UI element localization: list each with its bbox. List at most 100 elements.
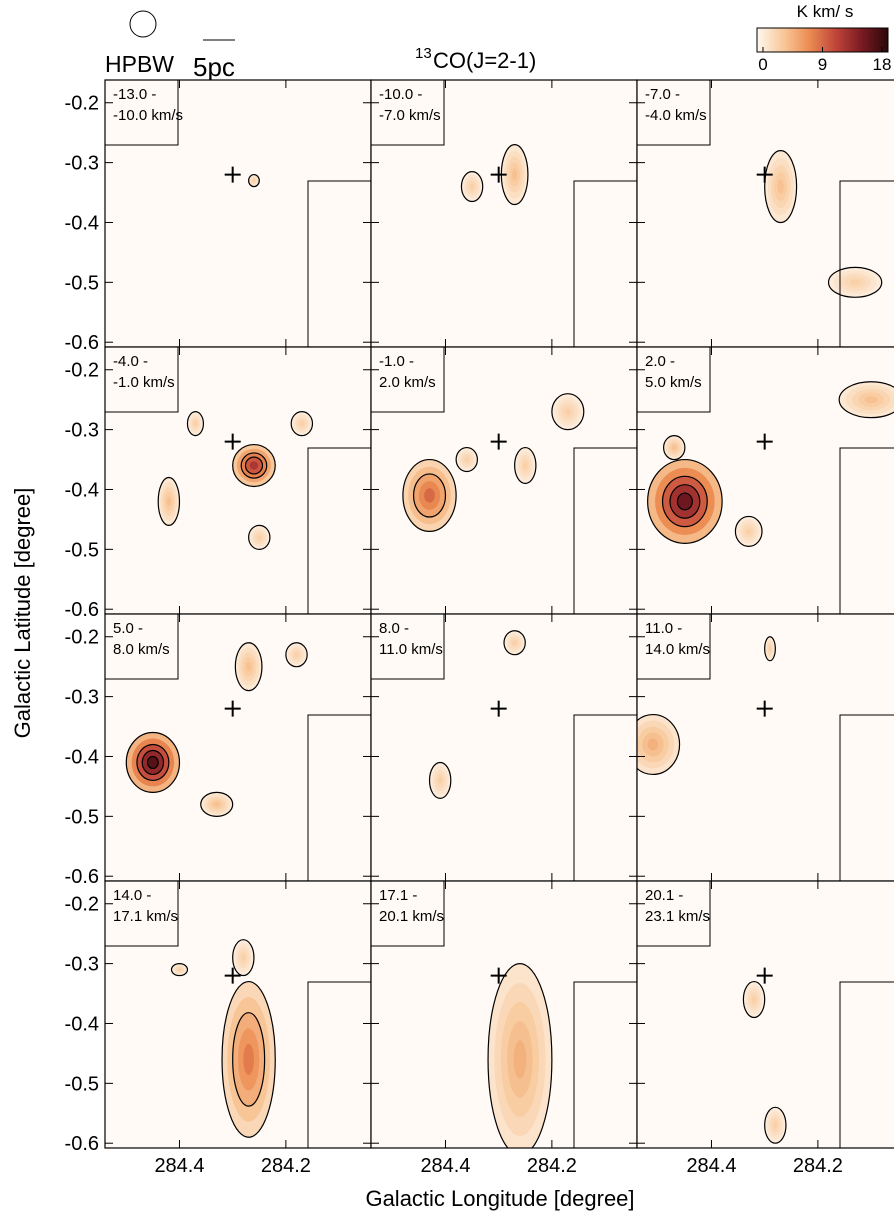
panel: 11.0 - 14.0 km/s bbox=[626, 614, 894, 881]
velocity-label: -10.0 - bbox=[379, 86, 422, 103]
panel: 8.0 - 11.0 km/s bbox=[371, 614, 637, 881]
beam-circle bbox=[130, 11, 156, 37]
y-tick-label: -0.6 bbox=[65, 332, 99, 354]
velocity-label: 20.1 - bbox=[645, 887, 683, 904]
velocity-label: 20.1 km/s bbox=[379, 908, 444, 925]
y-tick-label: -0.3 bbox=[65, 153, 99, 175]
y-tick-label: -0.4 bbox=[65, 746, 99, 768]
colorbar-tick-label: 9 bbox=[818, 55, 827, 74]
velocity-label: -10.0 km/s bbox=[113, 107, 183, 124]
emission-clump bbox=[257, 535, 261, 540]
emission-clump bbox=[214, 802, 220, 807]
x-tick-label: 284.4 bbox=[686, 1155, 736, 1177]
emission-clump bbox=[424, 488, 435, 502]
velocity-label: -13.0 - bbox=[113, 86, 156, 103]
x-tick-label: 284.4 bbox=[154, 1155, 204, 1177]
y-tick-label: -0.3 bbox=[65, 687, 99, 709]
velocity-label: 5.0 - bbox=[113, 620, 143, 637]
velocity-label: 14.0 - bbox=[113, 887, 151, 904]
x-tick-label: 284.2 bbox=[261, 1155, 311, 1177]
emission-clump bbox=[752, 996, 756, 1003]
velocity-label: 11.0 - bbox=[645, 620, 682, 637]
y-tick-label: -0.6 bbox=[65, 599, 99, 621]
y-tick-label: -0.3 bbox=[65, 954, 99, 976]
emission-clump bbox=[773, 1122, 777, 1129]
colorbar-tick-label: 0 bbox=[758, 55, 767, 74]
emission-clump bbox=[438, 777, 442, 784]
y-tick-label: -0.4 bbox=[65, 479, 99, 501]
panel: -0.2 -0.3 -0.4 -0.5 -0.6 5.0 - 8.0 km/s bbox=[65, 614, 371, 888]
emission-clump bbox=[865, 396, 878, 403]
velocity-label: -4.0 km/s bbox=[645, 107, 707, 124]
velocity-label: 5.0 km/s bbox=[645, 374, 702, 391]
panel: -7.0 - -4.0 km/s bbox=[637, 80, 894, 347]
y-tick-label: -0.4 bbox=[65, 1013, 99, 1035]
y-axis-title: Galactic Latitude [degree] bbox=[10, 488, 35, 739]
colorbar-tick-label: 18 bbox=[873, 55, 892, 74]
title: CO(J=2-1) bbox=[433, 48, 536, 73]
emission-clump bbox=[470, 184, 474, 190]
emission-clump bbox=[241, 954, 245, 961]
emission-clump bbox=[178, 968, 181, 970]
panel: 284.4 284.2 17.1 - 20.1 km/s bbox=[371, 881, 637, 1177]
y-tick-label: -0.5 bbox=[65, 806, 99, 828]
emission-clump bbox=[672, 445, 676, 450]
velocity-label: 8.0 - bbox=[379, 620, 409, 637]
panel: 284.4284.2-0.2-0.3-0.4-0.5-0.614.0 -17.1… bbox=[65, 881, 371, 1177]
emission-clump bbox=[253, 179, 255, 181]
velocity-label: 14.0 km/s bbox=[645, 641, 710, 658]
velocity-label: 8.0 km/s bbox=[113, 641, 170, 658]
velocity-label: 17.1 - bbox=[379, 887, 417, 904]
beam-label: HPBW bbox=[105, 51, 174, 77]
panel: -0.2 -0.3 -0.4 -0.5 -0.6 -13.0 - -10.0 km/s bbox=[65, 80, 371, 354]
velocity-label: 17.1 km/s bbox=[113, 908, 178, 925]
y-tick-label: -0.5 bbox=[65, 272, 99, 294]
y-tick-label: -0.6 bbox=[65, 1133, 99, 1155]
velocity-label: 2.0 - bbox=[645, 353, 675, 370]
velocity-label: -4.0 - bbox=[113, 353, 148, 370]
figure: HPBW 5pc 13 CO(J=2-1) K km/ s Galactic L… bbox=[0, 0, 894, 1216]
scale-label: 5pc bbox=[193, 52, 235, 82]
velocity-label: 11.0 km/s bbox=[379, 641, 443, 658]
emission-clump bbox=[250, 461, 259, 469]
colorbar-label: K km/ s bbox=[797, 2, 854, 21]
emission-clump bbox=[777, 179, 783, 193]
panel: -0.2 -0.3 -0.4 -0.5 -0.6 -4.0 - -1.0 km/s bbox=[65, 347, 371, 621]
emission-clump bbox=[148, 756, 159, 768]
emission-clump bbox=[246, 662, 251, 672]
y-tick-label: -0.2 bbox=[65, 360, 99, 382]
emission-clump bbox=[300, 421, 304, 426]
emission-clump bbox=[746, 528, 751, 534]
emission-clump bbox=[677, 493, 692, 510]
panel: 2.0 - 5.0 km/s bbox=[637, 347, 894, 614]
y-tick-label: -0.2 bbox=[65, 627, 99, 649]
velocity-label: -1.0 km/s bbox=[113, 374, 175, 391]
y-tick-label: -0.6 bbox=[65, 866, 99, 888]
emission-clump bbox=[850, 279, 861, 285]
emission-clump bbox=[514, 1040, 527, 1078]
emission-clump bbox=[194, 421, 197, 426]
emission-clump bbox=[167, 497, 171, 507]
emission-clump bbox=[523, 462, 527, 469]
x-tick-label: 284.2 bbox=[793, 1155, 843, 1177]
emission-clump bbox=[294, 652, 298, 657]
velocity-label: -7.0 - bbox=[645, 86, 680, 103]
emission-clump bbox=[465, 457, 469, 462]
y-tick-label: -0.4 bbox=[65, 212, 99, 234]
y-tick-label: -0.3 bbox=[65, 420, 99, 442]
emission-clump bbox=[243, 1044, 254, 1075]
emission-clump bbox=[512, 169, 517, 181]
velocity-label: -7.0 km/s bbox=[379, 107, 441, 124]
y-tick-label: -0.5 bbox=[65, 1073, 99, 1095]
x-tick-label: 284.2 bbox=[527, 1155, 577, 1177]
x-axis-title: Galactic Longitude [degree] bbox=[365, 1186, 634, 1211]
title-sup: 13 bbox=[415, 45, 432, 62]
emission-clump bbox=[513, 640, 517, 645]
emission-clump bbox=[565, 408, 571, 415]
panel: -10.0 - -7.0 km/s bbox=[371, 80, 637, 347]
y-tick-label: -0.5 bbox=[65, 539, 99, 561]
x-tick-label: 284.4 bbox=[420, 1155, 470, 1177]
y-tick-label: -0.2 bbox=[65, 93, 99, 115]
velocity-label: 2.0 km/s bbox=[379, 374, 436, 391]
